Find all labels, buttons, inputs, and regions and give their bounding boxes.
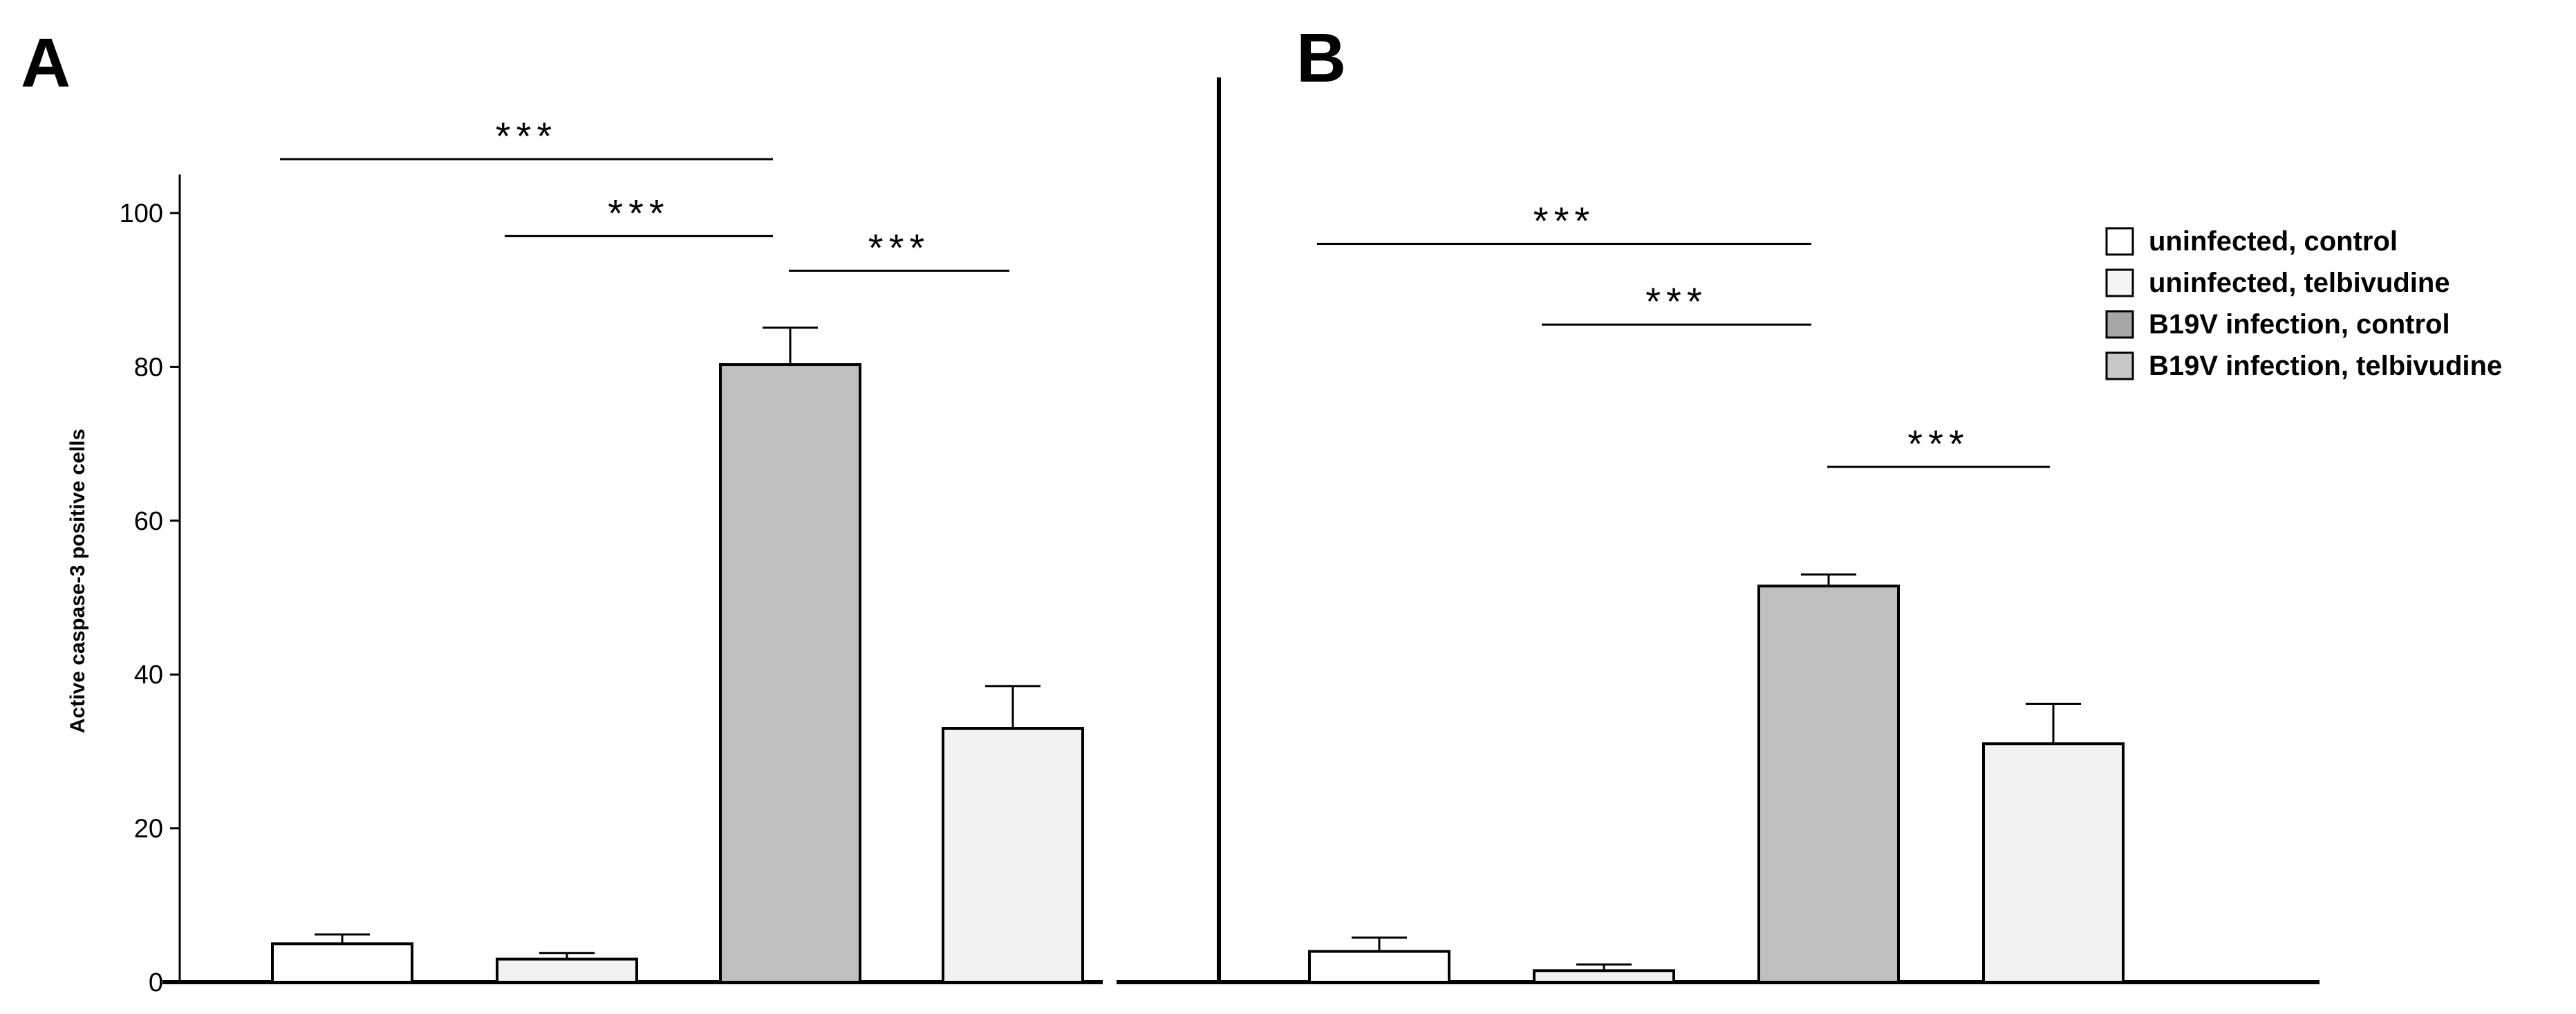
legend-label: uninfected, control bbox=[2149, 226, 2398, 257]
bar bbox=[1757, 584, 1900, 984]
bar bbox=[1982, 742, 2125, 984]
y-tick-label: 100 bbox=[120, 199, 163, 228]
significance-label: *** bbox=[1907, 422, 1969, 465]
significance-label: *** bbox=[608, 191, 669, 234]
significance-label: *** bbox=[1533, 199, 1595, 242]
significance-label: *** bbox=[1645, 279, 1707, 323]
legend-swatch bbox=[2105, 351, 2134, 380]
bar bbox=[1533, 969, 1675, 984]
panel-b: *** *** *** bbox=[1117, 199, 2320, 984]
bar bbox=[942, 727, 1084, 984]
y-tick-label: 60 bbox=[134, 507, 163, 536]
y-tick-label: 80 bbox=[134, 353, 163, 382]
panel-a: 0 20 40 60 80 100 *** *** *** bbox=[120, 114, 1103, 997]
y-axis-label: Active caspase-3 positive cells bbox=[66, 429, 89, 733]
significance-label: *** bbox=[496, 114, 557, 158]
y-tick-label: 0 bbox=[149, 968, 163, 997]
panel-label-a: A bbox=[21, 24, 71, 102]
legend: uninfected, control uninfected, telbivudi… bbox=[2105, 226, 2502, 381]
legend-swatch bbox=[2105, 227, 2134, 256]
bar bbox=[719, 363, 861, 984]
legend-swatch bbox=[2105, 268, 2134, 297]
bar bbox=[496, 957, 638, 984]
legend-swatch bbox=[2105, 310, 2134, 339]
panel-label-b: B bbox=[1296, 19, 1346, 97]
significance-label: *** bbox=[868, 225, 930, 269]
bar bbox=[271, 942, 413, 984]
y-tick-label: 20 bbox=[134, 815, 163, 844]
bars-layer: 0 20 40 60 80 100 *** *** *** *** *** *** bbox=[120, 114, 2320, 997]
legend-label: B19V infection, control bbox=[2149, 309, 2450, 340]
bar bbox=[1308, 950, 1450, 984]
legend-label: uninfected, telbivudine bbox=[2149, 268, 2450, 298]
legend-label: B19V infection, telbivudine bbox=[2149, 351, 2502, 381]
y-tick-label: 40 bbox=[134, 661, 163, 690]
